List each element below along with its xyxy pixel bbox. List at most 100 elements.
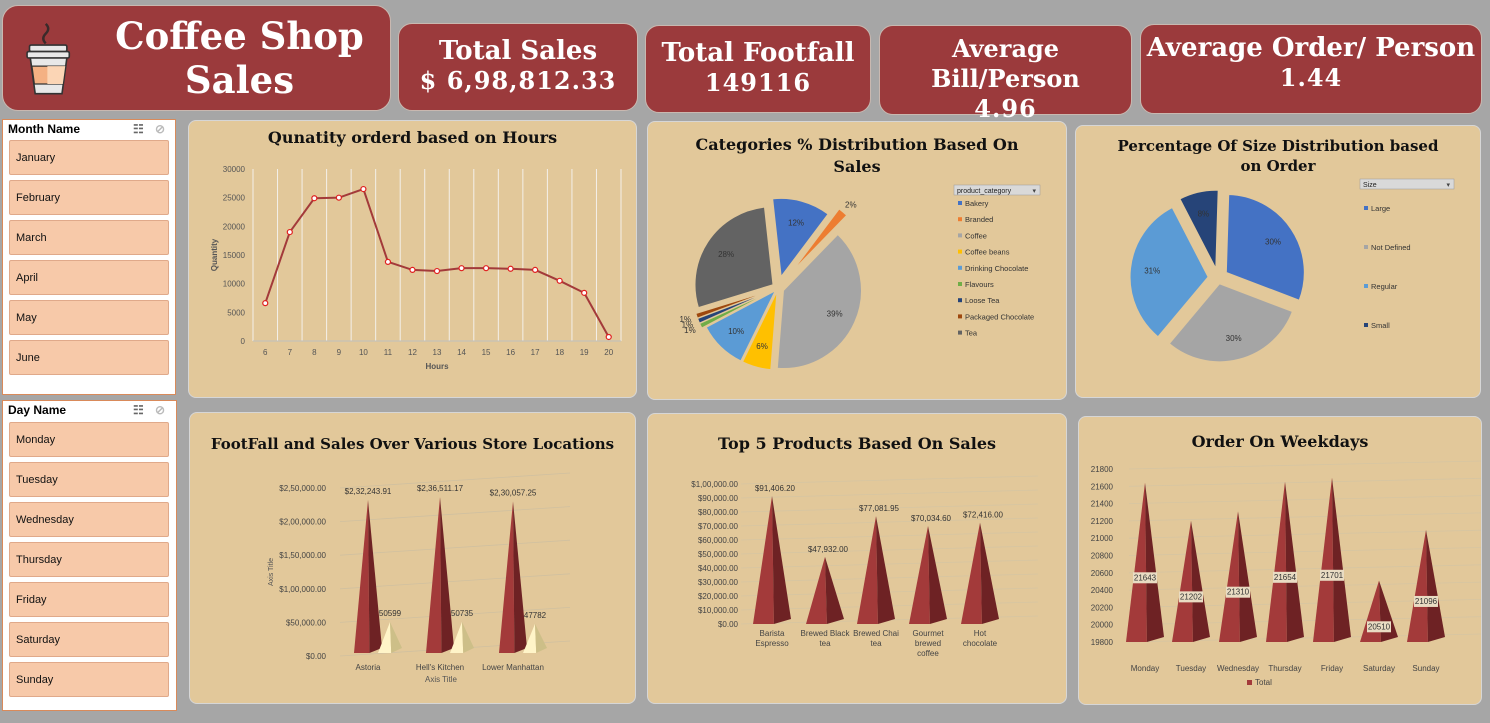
x-axis-title: Hours <box>425 362 449 371</box>
x-tick-label: 17 <box>531 348 540 357</box>
gridline <box>339 539 571 556</box>
y-tick-label: 0 <box>241 337 246 346</box>
pyramid-side <box>876 516 895 624</box>
pyramid-face <box>378 621 392 653</box>
gridline <box>339 573 571 590</box>
y-tick-label: $0.00 <box>306 652 327 661</box>
slicer-item[interactable]: January <box>9 140 169 175</box>
x-tick-label: Sunday <box>1412 664 1439 673</box>
gridline <box>339 472 571 489</box>
pyramid-side <box>440 497 454 653</box>
data-label: 21202 <box>1180 592 1203 601</box>
legend-swatch <box>958 217 962 222</box>
legend-swatch <box>958 314 962 319</box>
data-label: 21701 <box>1321 571 1344 580</box>
pyramid-face <box>1126 482 1147 642</box>
y-tick-label: $10,000.00 <box>698 606 739 615</box>
pie-slice <box>1179 189 1219 271</box>
x-tick-label: Tuesday <box>1176 664 1206 673</box>
data-label: $2,32,243.91 <box>345 487 392 496</box>
chart-title: Order On Weekdays <box>1191 432 1369 451</box>
x-tick-label: Saturday <box>1363 664 1395 673</box>
gridline <box>740 573 1039 583</box>
kpi-label: Average Bill/Person <box>931 34 1080 93</box>
slice-label: 39% <box>827 310 843 319</box>
pyramid-side <box>1285 481 1304 642</box>
data-label: 21310 <box>1227 588 1250 597</box>
app-title-card: Coffee Shop Sales <box>2 5 391 111</box>
x-tick-label: Brewed Chai tea <box>853 629 899 648</box>
slice-label: 30% <box>1265 237 1281 246</box>
data-label: $72,416.00 <box>963 511 1004 520</box>
top5-chart-panel: Top 5 Products Based On Sales $0.00 $10,0… <box>647 413 1067 704</box>
pyramid-face <box>499 501 515 653</box>
slicer-item[interactable]: March <box>9 220 169 255</box>
y-tick-label: $70,000.00 <box>698 522 739 531</box>
pyramid-side <box>462 621 474 653</box>
slicer-item[interactable]: Tuesday <box>9 462 169 497</box>
gridline <box>740 517 1039 527</box>
x-tick-label: 15 <box>482 348 491 357</box>
y-tick-label: 21600 <box>1091 482 1114 491</box>
legend-label: Coffee <box>965 231 987 240</box>
slicer-item[interactable]: Wednesday <box>9 502 169 537</box>
chart-title: Qunatity orderd based on Hours <box>267 128 558 147</box>
kpi-average-order: Average Order/ Person 1.44 <box>1140 24 1482 114</box>
hours-chart-panel: Qunatity orderd based on Hours 0 5000 1000… <box>188 120 637 398</box>
y-tick-label: $1,00,000.00 <box>279 585 326 594</box>
y-tick-label: 10000 <box>223 280 246 289</box>
slicer-item[interactable]: May <box>9 300 169 335</box>
legend-label: Drinking Chocolate <box>965 264 1028 273</box>
slicer-item[interactable]: June <box>9 340 169 375</box>
data-label: $47,932.00 <box>808 545 849 554</box>
kpi-total-footfall: Total Footfall 149116 <box>645 25 871 113</box>
slicer-item[interactable]: February <box>9 180 169 215</box>
legend-swatch <box>958 265 962 270</box>
slicer-item[interactable]: Sunday <box>9 662 169 697</box>
x-tick-label: 7 <box>288 348 293 357</box>
pie-slice <box>772 197 829 278</box>
slice-label: 1% <box>679 315 691 324</box>
x-tick-label: Barista Espresso <box>755 629 789 648</box>
pyramid-face <box>426 497 442 653</box>
slicer-item[interactable]: April <box>9 260 169 295</box>
top5-bar-chart: $0.00 $10,000.00 $20,000.00 $30,000.00 $40,0… <box>691 475 1039 658</box>
gridline <box>740 489 1039 499</box>
gridline <box>339 506 571 522</box>
legend-filter-button <box>953 184 1041 196</box>
size-chart-panel: Percentage Of Size Distribution based on… <box>1075 125 1481 398</box>
multi-select-icon[interactable]: ☷ <box>133 122 144 136</box>
data-label-bg <box>1367 621 1391 633</box>
data-label: 21654 <box>1274 573 1297 582</box>
y-tick-label: $1,00,000.00 <box>691 480 738 489</box>
slicer-item[interactable]: Saturday <box>9 622 169 657</box>
coffee-cup-icon <box>26 23 71 95</box>
legend-label: Bakery <box>965 199 989 208</box>
slicer-item[interactable]: Friday <box>9 582 169 617</box>
x-tick-label: 16 <box>506 348 515 357</box>
data-label-bg <box>1320 569 1344 581</box>
data-label-bg <box>1179 591 1203 603</box>
clear-filter-icon[interactable]: ⊘ <box>155 403 166 417</box>
pyramid-face <box>961 522 982 624</box>
pie-slice <box>776 233 862 369</box>
pyramid-side <box>1191 520 1210 642</box>
slicer-item[interactable]: Monday <box>9 422 169 457</box>
legend-label: Loose Tea <box>965 296 1000 305</box>
slicer-title: Month Name <box>8 122 80 136</box>
gridline <box>1128 512 1482 522</box>
kpi-value: 149116 <box>704 68 812 97</box>
pyramid-side <box>928 525 947 624</box>
legend-label: Branded <box>965 215 993 224</box>
legend-swatch <box>1364 284 1368 288</box>
data-point <box>262 300 269 307</box>
y-tick-label: 21800 <box>1091 465 1114 474</box>
pyramid-face <box>1219 511 1240 642</box>
pie-slice <box>1225 193 1305 301</box>
y-tick-label: 20000 <box>1091 621 1114 630</box>
clear-filter-icon[interactable]: ⊘ <box>155 122 166 136</box>
x-tick-label: Wednesday <box>1217 664 1259 673</box>
multi-select-icon[interactable]: ☷ <box>133 403 144 417</box>
y-tick-label: $2,50,000.00 <box>279 484 326 493</box>
slicer-item[interactable]: Thursday <box>9 542 169 577</box>
